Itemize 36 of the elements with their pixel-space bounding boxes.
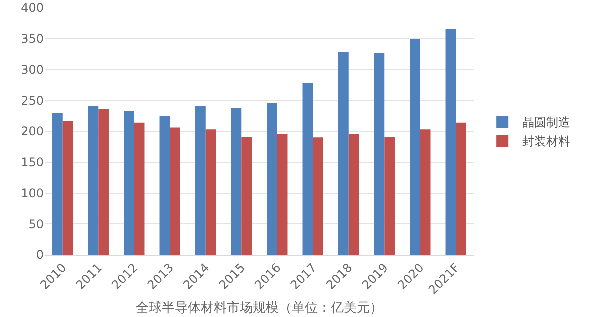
bar	[456, 122, 466, 255]
legend-label: 封装材料	[522, 134, 571, 149]
y-tick-label: 200	[21, 124, 44, 139]
legend-label: 晶圆制造	[522, 116, 571, 130]
bar	[277, 134, 288, 255]
bar	[98, 109, 109, 255]
bar	[88, 106, 99, 255]
y-tick-label: 350	[21, 32, 44, 46]
bar	[338, 52, 349, 255]
y-tick-label: 400	[21, 1, 44, 16]
bar	[242, 137, 252, 255]
bar	[302, 83, 314, 255]
bar	[134, 122, 145, 255]
bar	[206, 130, 216, 255]
bar	[410, 39, 420, 255]
bar	[52, 112, 63, 255]
bar	[446, 29, 456, 255]
bar	[374, 53, 385, 255]
bar	[124, 111, 134, 255]
y-tick-label: 150	[21, 156, 44, 170]
bar	[267, 103, 278, 255]
bar	[384, 137, 395, 255]
bar	[170, 128, 180, 255]
y-tick-label: 0	[36, 248, 44, 262]
x-axis-title: 全球半导体材料市场规模（单位：亿美元）	[136, 300, 383, 316]
bar	[62, 121, 74, 255]
y-tick-label: 300	[21, 62, 44, 77]
bar	[160, 116, 170, 255]
bar	[231, 108, 242, 255]
bar	[348, 134, 360, 255]
bar	[313, 138, 324, 255]
y-tick-label: 50	[28, 217, 44, 232]
y-tick-label: 100	[21, 186, 44, 200]
y-tick-label: 250	[21, 94, 44, 108]
bar	[420, 130, 431, 255]
bar	[196, 106, 206, 255]
